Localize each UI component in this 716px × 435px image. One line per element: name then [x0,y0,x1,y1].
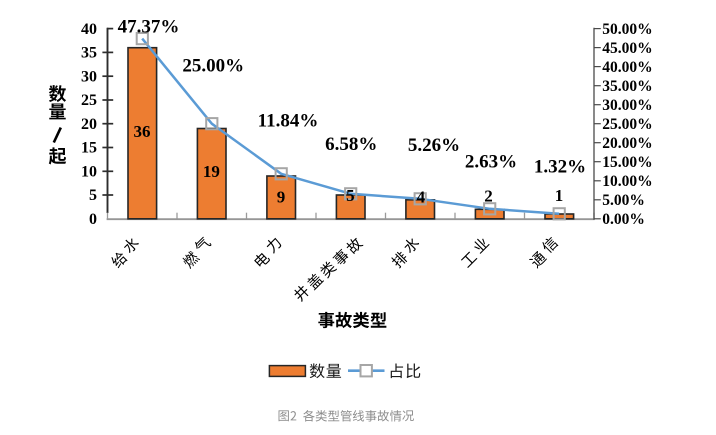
svg-text:11.84%: 11.84% [258,111,319,132]
svg-text:4: 4 [417,188,426,207]
svg-text:25: 25 [81,92,97,109]
svg-text:5.00%: 5.00% [602,192,645,209]
svg-text:50.00%: 50.00% [602,21,652,38]
svg-text:15: 15 [81,140,97,157]
svg-text:2.63%: 2.63% [465,152,517,173]
svg-text:47.37%: 47.37% [118,17,180,38]
svg-text:40.00%: 40.00% [602,59,652,76]
svg-text:45.00%: 45.00% [602,40,652,57]
svg-text:9: 9 [277,187,286,206]
svg-text:1.32%: 1.32% [534,157,586,178]
svg-text:5: 5 [89,187,97,204]
svg-text:10: 10 [81,164,97,181]
svg-text:20: 20 [81,116,97,133]
svg-text:5.26%: 5.26% [408,135,460,156]
svg-text:25.00%: 25.00% [182,56,244,77]
svg-text:10.00%: 10.00% [602,173,652,190]
svg-text:35: 35 [81,45,97,62]
svg-text:30: 30 [81,68,97,85]
svg-text:36: 36 [134,122,151,141]
svg-text:1: 1 [555,186,564,205]
svg-text:30.00%: 30.00% [602,97,652,114]
svg-text:6.58%: 6.58% [325,134,377,155]
svg-text:19: 19 [203,162,220,181]
svg-text:0.00%: 0.00% [602,211,645,228]
svg-text:25.00%: 25.00% [602,116,652,133]
svg-text:5: 5 [346,186,355,205]
svg-text:20.00%: 20.00% [602,135,652,152]
svg-text:35.00%: 35.00% [602,78,652,95]
svg-text:15.00%: 15.00% [602,154,652,171]
svg-text:40: 40 [81,21,97,38]
svg-text:2: 2 [484,186,493,205]
svg-text:0: 0 [89,211,97,228]
